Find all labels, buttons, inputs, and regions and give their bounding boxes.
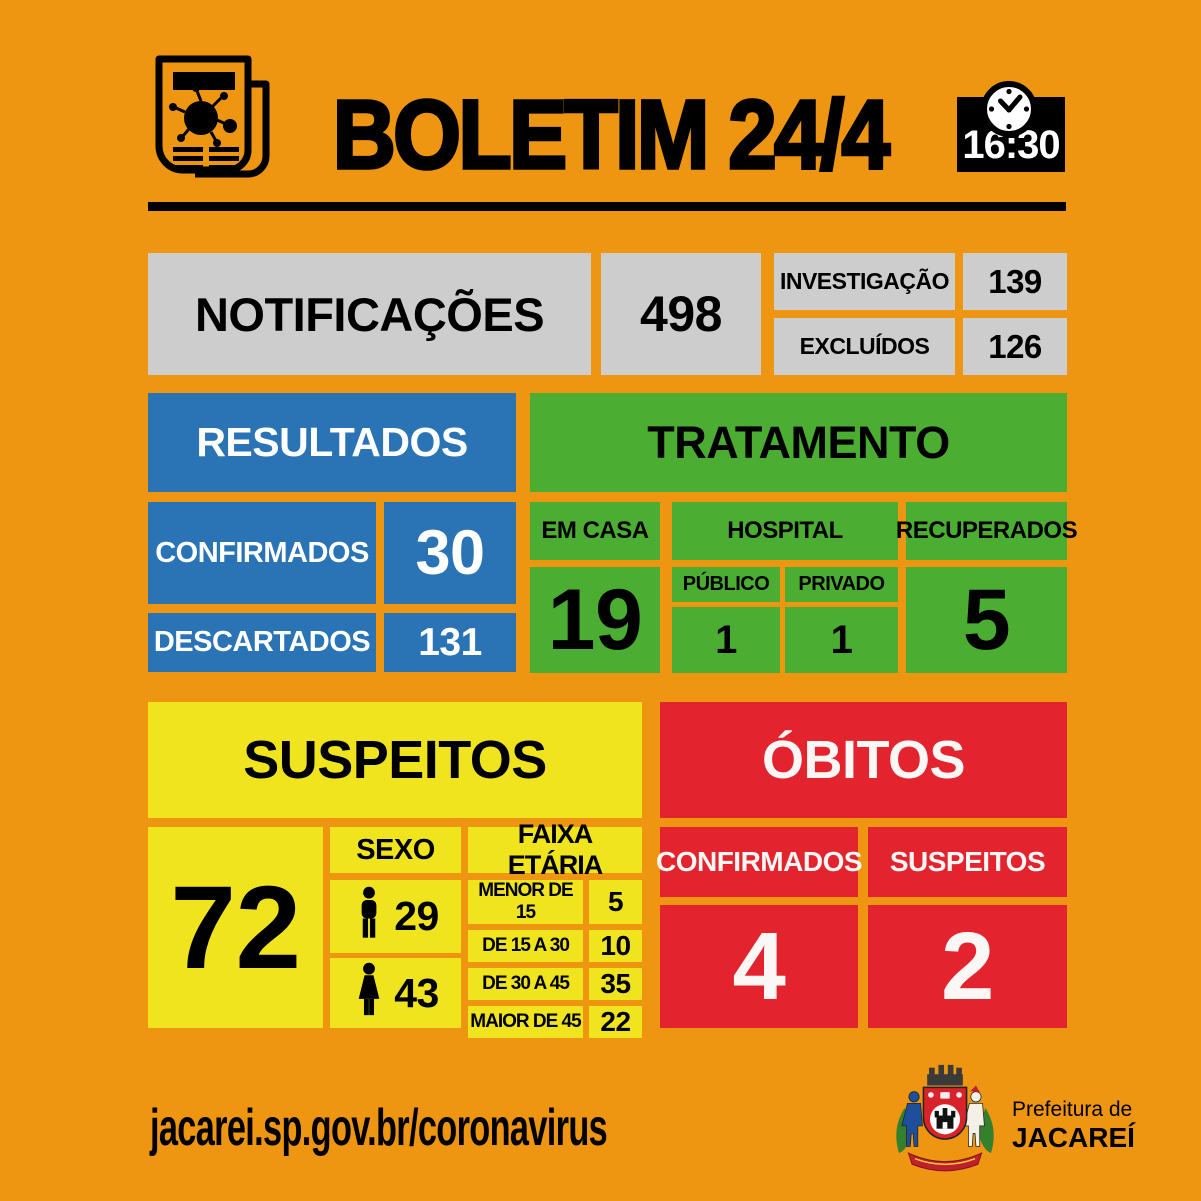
page-title-text: BOLETIM 24/4 xyxy=(331,78,891,191)
treatment-private-value: 1 xyxy=(785,607,898,673)
header-divider xyxy=(148,202,1066,211)
newspaper-virus-icon xyxy=(155,55,270,178)
deaths-suspects-label: SUSPEITOS xyxy=(868,827,1067,897)
table-row: MENOR DE 15 5 xyxy=(468,880,642,924)
age-row-label: MENOR DE 15 xyxy=(468,880,583,924)
investigation-label: INVESTIGAÇÃO xyxy=(774,253,955,310)
table-row: DE 30 A 45 35 xyxy=(468,968,642,1000)
deaths-suspects-value: 2 xyxy=(868,905,1067,1028)
age-range-header: FAIXA ETÁRIA xyxy=(468,819,642,880)
treatment-hospital-label: HOSPITAL xyxy=(672,502,898,560)
jacarei-coat-of-arms xyxy=(896,1064,994,1172)
sex-male-row: 29 xyxy=(330,880,461,953)
treatment-recovered-value: 5 xyxy=(906,567,1067,673)
sex-female-row: 43 xyxy=(330,958,461,1028)
table-row: DE 15 A 30 10 xyxy=(468,930,642,962)
suspects-title: SUSPEITOS xyxy=(148,702,642,818)
age-row-value: 10 xyxy=(589,930,642,962)
suspects-total-value: 72 xyxy=(148,827,323,1028)
excluded-value: 126 xyxy=(963,318,1067,375)
treatment-title: TRATAMENTO xyxy=(530,393,1067,492)
sex-male-value: 29 xyxy=(394,893,439,939)
investigation-value: 139 xyxy=(963,253,1067,310)
deaths-confirmed-value: 4 xyxy=(660,905,858,1028)
treatment-home-label: EM CASA xyxy=(530,502,660,560)
results-confirmed-label: CONFIRMADOS xyxy=(148,502,376,604)
results-title: RESULTADOS xyxy=(148,393,516,492)
age-row-value: 22 xyxy=(589,1006,642,1038)
age-row-value: 35 xyxy=(589,968,642,1000)
results-discarded-label: DESCARTADOS xyxy=(148,613,376,672)
results-discarded-value: 131 xyxy=(384,613,516,672)
excluded-label: EXCLUÍDOS xyxy=(774,318,955,375)
sex-female-value: 43 xyxy=(394,969,439,1016)
treatment-home-value: 19 xyxy=(530,567,660,673)
coronavirus-url-text: jacarei.sp.gov.br/coronavirus xyxy=(150,1099,608,1157)
sex-header: SEXO xyxy=(330,827,461,873)
age-row-label: DE 15 A 30 xyxy=(468,930,583,962)
age-row-value: 5 xyxy=(589,880,642,924)
treatment-private-label: PRIVADO xyxy=(785,567,898,602)
logo-prefeitura-label: Prefeitura de xyxy=(1012,1098,1133,1121)
female-icon xyxy=(358,962,380,1016)
table-row: MAIOR DE 45 22 xyxy=(468,1006,642,1038)
age-row-label: DE 30 A 45 xyxy=(468,968,583,1000)
deaths-confirmed-label: CONFIRMADOS xyxy=(656,827,863,897)
notifications-value: 498 xyxy=(601,253,761,375)
logo-text: Prefeitura de JACAREÍ xyxy=(1012,1098,1182,1154)
notifications-label: NOTIFICAÇÕES xyxy=(148,253,591,375)
treatment-public-label: PÚBLICO xyxy=(672,567,780,602)
coronavirus-url: jacarei.sp.gov.br/coronavirus xyxy=(150,1093,850,1163)
deaths-title: ÓBITOS xyxy=(660,702,1067,818)
age-row-label: MAIOR DE 45 xyxy=(468,1006,583,1038)
male-icon xyxy=(361,886,377,938)
page-title: BOLETIM 24/4 xyxy=(285,72,935,197)
logo-city-label: JACAREÍ xyxy=(1012,1122,1135,1154)
age-range-table: MENOR DE 15 5 DE 15 A 30 10 DE 30 A 45 3… xyxy=(468,880,642,1038)
treatment-recovered-label: RECUPERADOS xyxy=(896,502,1078,560)
treatment-public-value: 1 xyxy=(672,607,780,673)
results-confirmed-value: 30 xyxy=(384,502,516,604)
clock-icon xyxy=(981,81,1037,137)
